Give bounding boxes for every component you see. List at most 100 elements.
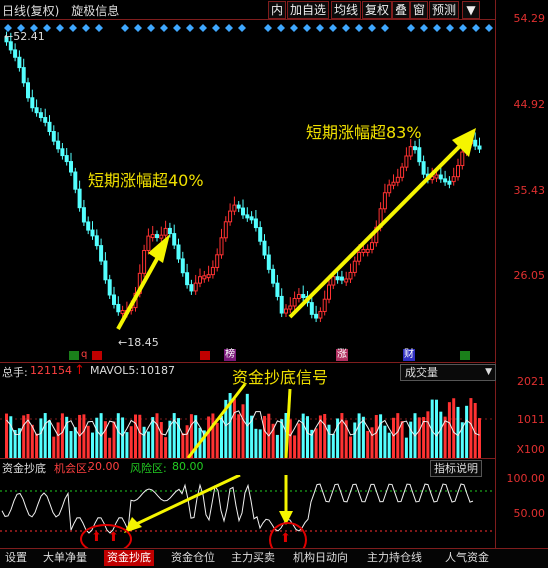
volume-bar bbox=[129, 426, 133, 458]
volume-bar bbox=[159, 422, 163, 458]
event-tag-q-icon[interactable]: q bbox=[81, 349, 88, 360]
buy-signal-icon: ⬆ bbox=[91, 530, 102, 545]
info-mine-icon bbox=[95, 24, 103, 32]
volume-header: 总手: 121154 ↑ MAVOL5: 10187 bbox=[0, 363, 495, 379]
candlestick bbox=[352, 260, 357, 273]
tab-popularity-capital[interactable]: 人气资金 bbox=[445, 551, 489, 564]
candlestick bbox=[223, 221, 228, 239]
btn-moving-average[interactable]: 均线 bbox=[331, 1, 362, 19]
btn-overlay[interactable]: 叠 bbox=[392, 1, 411, 19]
volume-bar bbox=[392, 417, 395, 458]
indicator-tick: 100.00 bbox=[506, 472, 546, 485]
btn-window[interactable]: 窗 bbox=[410, 1, 429, 19]
volume-bar bbox=[35, 433, 39, 458]
event-tag-icon[interactable] bbox=[92, 351, 102, 360]
volume-bar bbox=[86, 425, 90, 458]
price-tick: 26.05 bbox=[513, 269, 546, 282]
volume-bar bbox=[478, 418, 481, 458]
price-tick: 44.92 bbox=[513, 98, 546, 111]
volume-bar bbox=[228, 393, 232, 458]
event-tag-bang[interactable]: 榜 bbox=[224, 349, 236, 361]
event-tag-icon[interactable] bbox=[69, 351, 79, 360]
event-tag-icon[interactable] bbox=[200, 351, 210, 360]
candlestick bbox=[365, 248, 370, 253]
info-mine-icon bbox=[186, 24, 194, 32]
volume-bar bbox=[73, 427, 77, 458]
candlestick bbox=[314, 313, 319, 319]
tab-settings[interactable]: 设置 bbox=[5, 551, 27, 564]
volume-bar bbox=[134, 414, 137, 458]
volume-bar bbox=[112, 421, 116, 458]
candlestick bbox=[473, 139, 478, 147]
info-mine-icon bbox=[30, 24, 38, 32]
volume-bar bbox=[301, 413, 305, 458]
volume-bar bbox=[103, 421, 107, 458]
candlestick bbox=[202, 275, 207, 280]
tab-capital-position[interactable]: 资金仓位 bbox=[171, 551, 215, 564]
info-mine-icon bbox=[147, 24, 155, 32]
candlestick bbox=[120, 310, 125, 315]
candlestick bbox=[292, 297, 297, 307]
panel-divider bbox=[0, 458, 495, 459]
signal-arrow-left bbox=[129, 475, 241, 529]
volume-bar bbox=[306, 416, 309, 458]
tab-main-buy-sell[interactable]: 主力买卖 bbox=[231, 551, 275, 564]
info-mine-icon bbox=[134, 24, 142, 32]
volume-bar bbox=[43, 413, 47, 458]
info-mine-icon bbox=[225, 24, 233, 32]
volume-bar bbox=[60, 413, 64, 458]
annotation-signal: 资金抄底信号 bbox=[232, 368, 329, 387]
candlestick bbox=[198, 276, 202, 284]
tab-capital-bottom[interactable]: 资金抄底 bbox=[104, 550, 154, 566]
info-mine-icon bbox=[290, 24, 298, 32]
info-mine-icon bbox=[446, 24, 454, 32]
candlestick bbox=[146, 235, 151, 251]
info-mine-icon bbox=[277, 24, 285, 32]
volume-tick: 2021 bbox=[517, 375, 545, 388]
candlestick bbox=[417, 147, 422, 163]
volume-bar bbox=[202, 430, 206, 458]
trend-arrow-1-head bbox=[148, 234, 170, 263]
btn-forecast[interactable]: 预测 bbox=[429, 1, 460, 19]
candlestick bbox=[30, 97, 35, 109]
candlestick bbox=[284, 308, 288, 314]
volume-unit: X100 bbox=[516, 443, 545, 456]
volume-indicator-select[interactable]: 成交量 ▼ bbox=[400, 364, 496, 381]
volume-bar bbox=[409, 421, 413, 458]
info-mine-row bbox=[4, 24, 493, 32]
candlestick bbox=[228, 210, 233, 223]
volume-bar bbox=[189, 414, 193, 458]
volume-bar bbox=[91, 432, 94, 458]
opportunity-label: 机会区: bbox=[54, 462, 91, 475]
candlestick-chart[interactable] bbox=[0, 19, 495, 362]
volume-bar bbox=[185, 425, 189, 458]
menu-dropdown-icon[interactable]: ▼ bbox=[462, 1, 480, 19]
period-label[interactable]: 日线(复权) bbox=[2, 4, 60, 18]
indicator-chart[interactable] bbox=[0, 475, 495, 548]
event-tag-icon[interactable] bbox=[460, 351, 470, 360]
candlestick bbox=[150, 234, 155, 239]
candlestick bbox=[176, 244, 181, 260]
info-mine-icon bbox=[121, 24, 129, 32]
candlestick bbox=[348, 271, 353, 280]
event-tag-cai[interactable]: 财 bbox=[403, 349, 415, 361]
volume-bar bbox=[250, 415, 254, 458]
volume-bar bbox=[125, 432, 129, 458]
btn-adjust[interactable]: 复权 bbox=[362, 1, 393, 19]
btn-add-favorite[interactable]: 加自选 bbox=[287, 1, 330, 19]
event-tag-zhang[interactable]: 涨 bbox=[336, 349, 348, 361]
volume-bar bbox=[387, 432, 391, 458]
tab-big-order-net[interactable]: 大单净量 bbox=[43, 551, 87, 564]
volume-chart[interactable] bbox=[0, 379, 495, 458]
indicator-help-button[interactable]: 指标说明 bbox=[430, 460, 482, 477]
candlestick bbox=[279, 295, 284, 314]
tab-main-holding-line[interactable]: 主力持仓线 bbox=[367, 551, 422, 564]
volume-bar bbox=[263, 415, 266, 458]
volume-bar bbox=[168, 420, 172, 458]
btn-nei[interactable]: 内 bbox=[268, 1, 287, 19]
candlestick bbox=[413, 146, 417, 151]
candlestick bbox=[38, 112, 43, 119]
candlestick bbox=[56, 140, 61, 150]
tab-institution-daily[interactable]: 机构日动向 bbox=[293, 551, 348, 564]
candlestick bbox=[258, 227, 263, 242]
